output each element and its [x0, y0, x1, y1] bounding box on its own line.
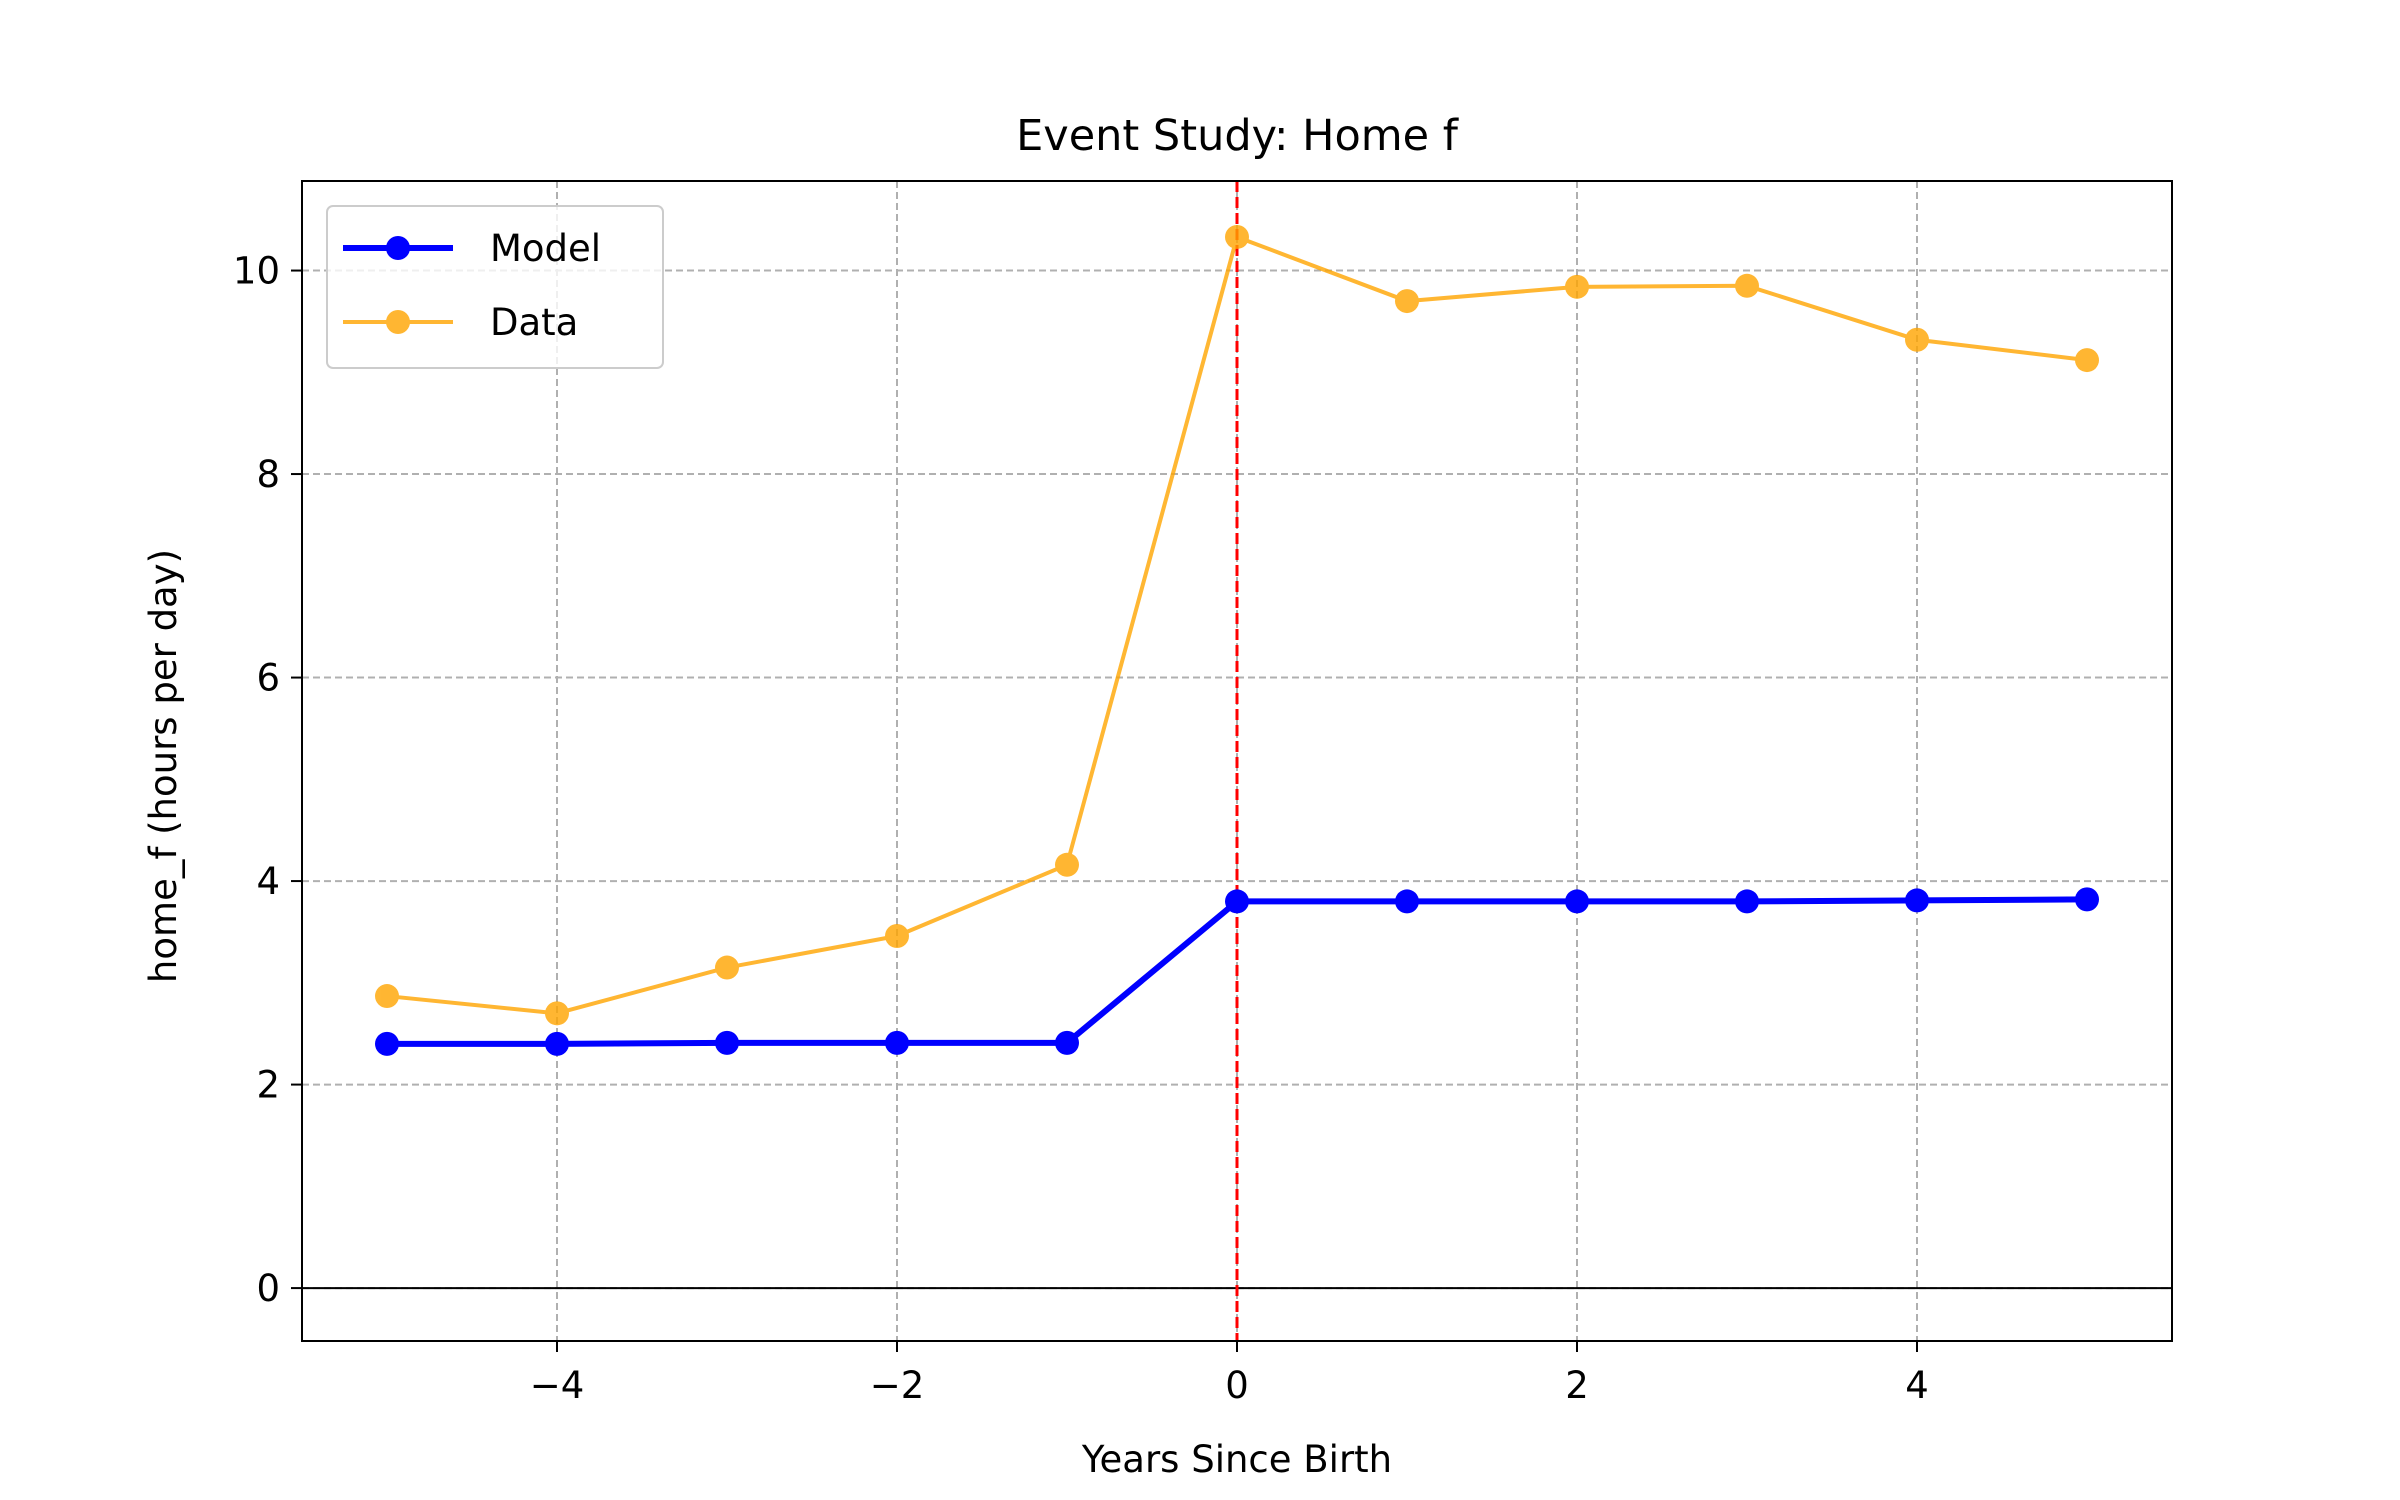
y-tick-label: 4	[256, 860, 280, 903]
model-series	[375, 887, 2099, 1056]
model-point	[1905, 888, 1929, 913]
data-point	[375, 984, 399, 1009]
y-tick-label: 10	[233, 250, 280, 293]
y-tick-label: 6	[256, 657, 280, 700]
x-axis-label: Years Since Birth	[1081, 1438, 1392, 1481]
chart-title: Event Study: Home f	[1016, 111, 1459, 161]
y-tick-label: 0	[256, 1267, 280, 1310]
data-point	[2075, 348, 2099, 373]
series-group	[375, 224, 2099, 1056]
legend-marker-data	[386, 310, 410, 334]
model-point	[2075, 887, 2099, 912]
legend-entry-data	[343, 310, 453, 334]
x-tick-label: 0	[1225, 1364, 1249, 1407]
x-tick-label: 4	[1905, 1364, 1929, 1407]
data-series	[375, 224, 2099, 1026]
model-point	[715, 1030, 739, 1055]
y-tick-label: 2	[256, 1064, 280, 1107]
model-point	[885, 1030, 909, 1055]
data-point	[1905, 327, 1929, 352]
x-tick-label: −4	[530, 1364, 585, 1407]
model-point	[1055, 1030, 1079, 1055]
data-point	[1225, 224, 1249, 249]
data-point	[1395, 289, 1419, 314]
data-point	[1565, 274, 1589, 299]
data-point	[1055, 852, 1079, 877]
y-tick-label: 8	[256, 453, 280, 496]
x-tick-label: 2	[1565, 1364, 1589, 1407]
model-point	[1395, 889, 1419, 914]
data-point	[715, 955, 739, 980]
legend-label-data: Data	[490, 301, 578, 344]
data-point	[1735, 273, 1759, 298]
legend-label-model: Model	[490, 227, 601, 270]
x-tick-label: −2	[870, 1364, 925, 1407]
legend: Model Data	[326, 205, 664, 369]
legend-marker-model	[386, 236, 410, 260]
data-point	[885, 924, 909, 949]
model-point	[545, 1031, 569, 1056]
model-point	[1225, 889, 1249, 914]
reference-lines	[302, 181, 2172, 1341]
model-point	[375, 1031, 399, 1056]
axis-ticks: −4 −2 0 2 4 0 2 4 6 8 10	[233, 250, 1929, 1407]
y-axis-label: home_f (hours per day)	[142, 549, 185, 983]
model-point	[1565, 889, 1589, 914]
legend-entry-model	[343, 236, 453, 260]
data-point	[545, 1001, 569, 1026]
model-point	[1735, 889, 1759, 914]
